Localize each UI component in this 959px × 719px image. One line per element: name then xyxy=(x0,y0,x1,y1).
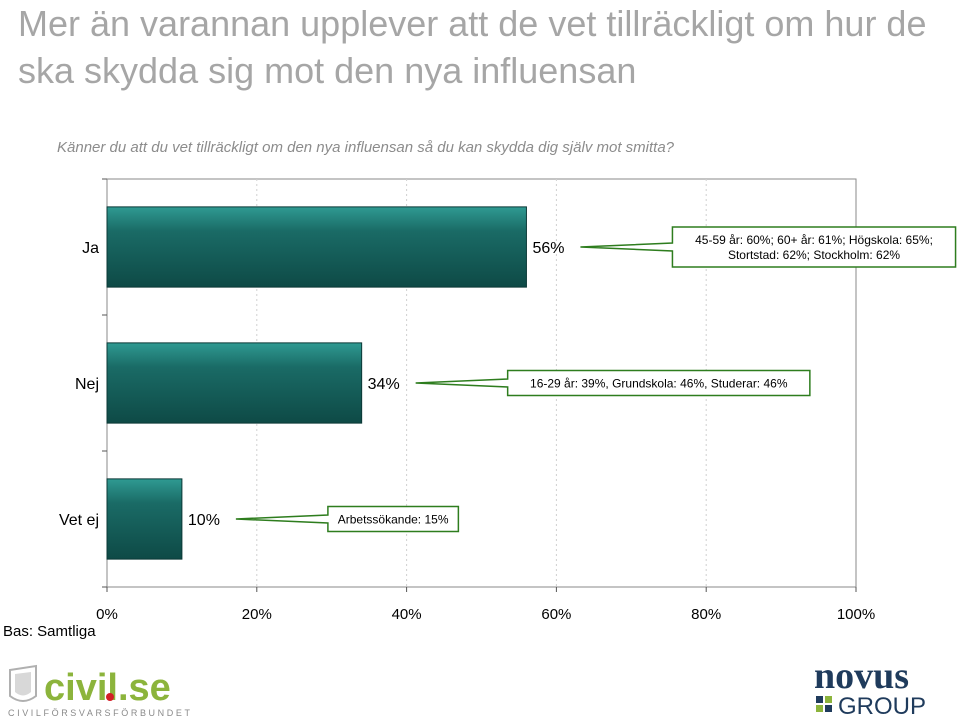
novus-logo-group-text: GROUP xyxy=(838,693,926,718)
novus-squares-icon xyxy=(816,696,832,712)
base-label: Bas: Samtliga xyxy=(3,623,96,640)
annotation-text: Stortstad: 62%; Stockholm: 62% xyxy=(728,248,900,262)
category-label: Nej xyxy=(75,376,99,393)
x-tick-label: 100% xyxy=(837,606,875,623)
category-label: Vet ej xyxy=(59,512,99,529)
annotation-callout xyxy=(235,505,460,533)
novus-logo-text: novus xyxy=(814,658,909,697)
category-label: Ja xyxy=(82,240,99,257)
civil-emblem-icon xyxy=(9,664,37,702)
x-tick-label: 60% xyxy=(541,606,571,623)
annotation-callout xyxy=(580,226,957,268)
value-label: 34% xyxy=(368,376,400,393)
chart-title: Mer än varannan upplever att de vet till… xyxy=(18,3,927,91)
value-label: 56% xyxy=(532,240,564,257)
bar-chart: 0% 20% 40% 60% 80% 100% Ja 56% 45-59 år: 60%; 60… xyxy=(59,178,957,623)
x-tick-label: 80% xyxy=(691,606,721,623)
novus-group-logo: novus GROUP xyxy=(814,658,926,718)
annotation-callout xyxy=(415,369,811,397)
bar xyxy=(106,206,527,288)
x-tick-label: 40% xyxy=(392,606,422,623)
chart-subtitle: Känner du att du vet tillräckligt om den… xyxy=(57,139,674,156)
civil-logo-tagline: CIVILFÖRSVARSFÖRBUNDET xyxy=(8,708,193,718)
civil-logo-text: civil.se xyxy=(44,667,171,709)
x-tick-label: 0% xyxy=(96,606,118,623)
civil-se-logo: civil.se CIVILFÖRSVARSFÖRBUNDET xyxy=(8,664,193,718)
annotation-text: 45-59 år: 60%; 60+ år: 61%; Högskola: 65… xyxy=(695,233,933,247)
x-tick-label: 20% xyxy=(242,606,272,623)
annotation-text: Arbetssökande: 15% xyxy=(338,513,449,527)
bar xyxy=(106,478,183,560)
annotation-text: 16-29 år: 39%, Grundskola: 46%, Studerar… xyxy=(530,377,788,391)
value-label: 10% xyxy=(188,512,220,529)
civil-logo-dot xyxy=(106,693,114,701)
bar xyxy=(106,342,363,424)
